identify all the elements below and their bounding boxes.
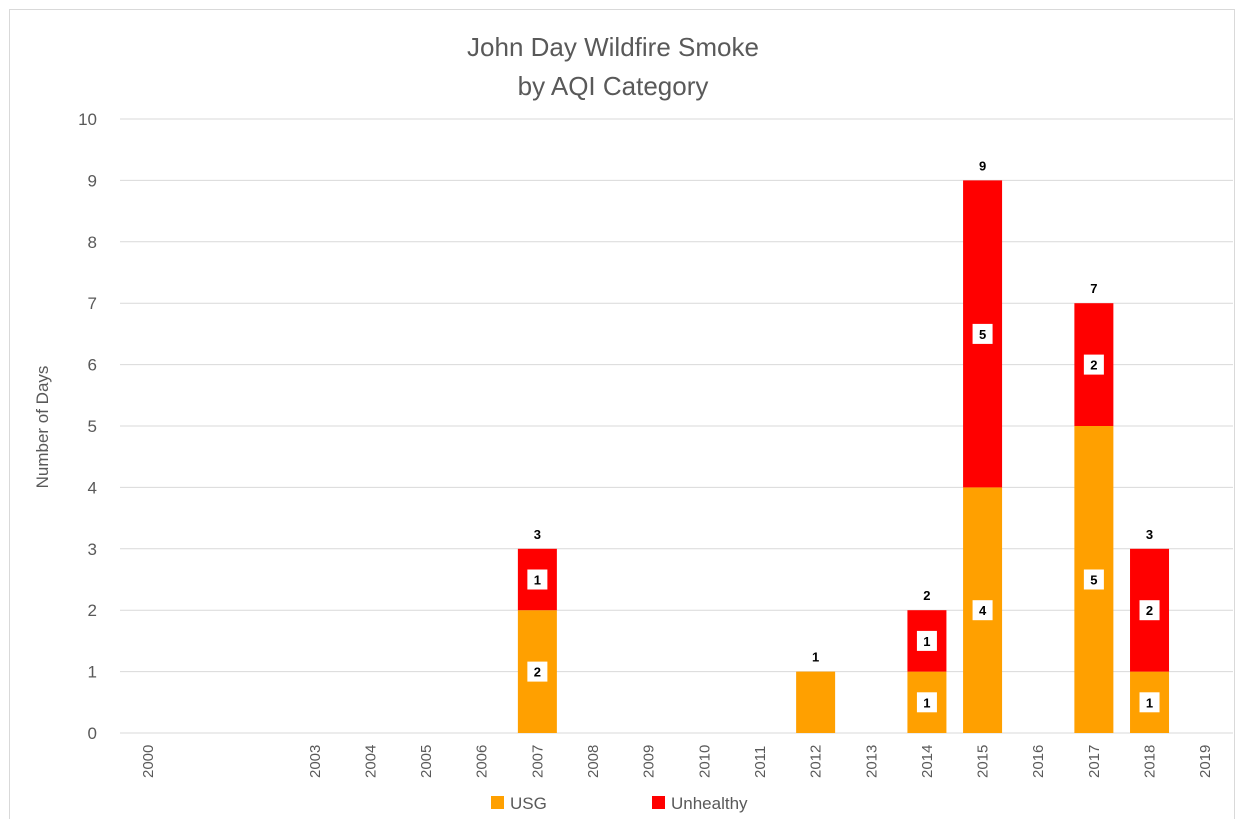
segment-label-box-unhealthy-2018 bbox=[1139, 600, 1160, 621]
y-tick-label-4: 4 bbox=[88, 478, 97, 497]
chart-svg: John Day Wildfire Smoke by AQI Category … bbox=[33, 32, 1233, 813]
y-tick-label-10: 10 bbox=[78, 110, 97, 129]
segment-label-unhealthy-2014: 1 bbox=[923, 634, 930, 649]
total-label-2017: 7 bbox=[1090, 281, 1097, 296]
segment-label-usg-2014: 1 bbox=[923, 695, 930, 710]
x-tick-label-2008: 2008 bbox=[585, 745, 602, 778]
legend-swatch-usg bbox=[491, 796, 504, 809]
chart-title: John Day Wildfire Smoke bbox=[467, 32, 759, 62]
y-tick-labels: 0 1 2 3 4 5 6 7 8 9 10 bbox=[78, 110, 97, 743]
segment-label-unhealthy-2007: 1 bbox=[534, 573, 541, 588]
total-label-2007: 3 bbox=[534, 527, 541, 542]
legend: USG Unhealthy bbox=[491, 794, 748, 813]
x-tick-label-2014: 2014 bbox=[919, 745, 936, 778]
x-tick-label-2007: 2007 bbox=[529, 745, 546, 778]
total-label-2012: 1 bbox=[812, 650, 819, 665]
y-tick-label-0: 0 bbox=[88, 724, 97, 743]
y-tick-label-9: 9 bbox=[88, 171, 97, 190]
segment-label-unhealthy-2017: 2 bbox=[1090, 358, 1097, 373]
segment-label-box-unhealthy-2014 bbox=[916, 630, 937, 651]
x-tick-label-2018: 2018 bbox=[1142, 745, 1159, 778]
segment-label-usg-2007: 2 bbox=[534, 665, 541, 680]
total-label-2015: 9 bbox=[979, 158, 986, 173]
data-labels: 2 1 1 1 4 5 5 2 1 2 3 1 2 9 7 3 bbox=[527, 158, 1160, 713]
segment-label-box-usg-2014 bbox=[916, 692, 937, 713]
x-tick-label-2012: 2012 bbox=[808, 745, 825, 778]
x-tick-label-2013: 2013 bbox=[863, 745, 880, 778]
segment-label-box-usg-2007 bbox=[527, 661, 548, 682]
x-tick-label-2015: 2015 bbox=[975, 745, 992, 778]
segment-label-unhealthy-2018: 2 bbox=[1146, 603, 1153, 618]
total-label-2014: 2 bbox=[923, 588, 930, 603]
y-tick-label-2: 2 bbox=[88, 601, 97, 620]
segment-label-box-usg-2018 bbox=[1139, 692, 1160, 713]
legend-label-usg: USG bbox=[510, 794, 547, 813]
segment-label-box-usg-2017 bbox=[1083, 569, 1104, 590]
chart-frame: John Day Wildfire Smoke by AQI Category … bbox=[9, 9, 1235, 819]
x-tick-label-2016: 2016 bbox=[1030, 745, 1047, 778]
segment-label-box-unhealthy-2015 bbox=[972, 323, 993, 344]
segment-label-unhealthy-2015: 5 bbox=[979, 327, 986, 342]
x-tick-label-2006: 2006 bbox=[474, 745, 491, 778]
x-tick-label-2011: 2011 bbox=[752, 746, 769, 778]
x-tick-label-2000: 2000 bbox=[140, 745, 157, 778]
y-axis-title: Number of Days bbox=[33, 366, 52, 489]
segment-label-box-unhealthy-2007 bbox=[527, 569, 548, 590]
bar-usg-2012 bbox=[796, 671, 836, 733]
segment-label-box-unhealthy-2017 bbox=[1083, 354, 1104, 375]
legend-swatch-unhealthy bbox=[652, 796, 665, 809]
y-tick-label-3: 3 bbox=[88, 540, 97, 559]
bars bbox=[517, 180, 1170, 733]
x-tick-labels: 2000 2003 2004 2005 2006 2007 2008 2009 2010 2011… bbox=[140, 745, 1214, 778]
x-tick-label-2003: 2003 bbox=[307, 745, 324, 778]
total-label-2018: 3 bbox=[1146, 527, 1153, 542]
grid-layer bbox=[120, 118, 1233, 734]
x-tick-label-2009: 2009 bbox=[641, 745, 658, 778]
chart-subtitle: by AQI Category bbox=[518, 71, 709, 101]
segment-label-usg-2018: 1 bbox=[1146, 695, 1153, 710]
y-tick-label-1: 1 bbox=[88, 663, 97, 682]
x-tick-label-2005: 2005 bbox=[418, 745, 435, 778]
y-tick-label-8: 8 bbox=[88, 233, 97, 252]
x-tick-label-2010: 2010 bbox=[696, 745, 713, 778]
segment-label-usg-2017: 5 bbox=[1090, 573, 1097, 588]
segment-label-box-usg-2015 bbox=[972, 600, 993, 621]
y-tick-label-7: 7 bbox=[88, 294, 97, 313]
y-tick-label-6: 6 bbox=[88, 356, 97, 375]
segment-label-usg-2015: 4 bbox=[979, 603, 987, 618]
legend-label-unhealthy: Unhealthy bbox=[671, 794, 748, 813]
x-tick-label-2019: 2019 bbox=[1197, 745, 1214, 778]
y-tick-label-5: 5 bbox=[88, 417, 97, 436]
x-tick-label-2017: 2017 bbox=[1086, 745, 1103, 778]
x-tick-label-2004: 2004 bbox=[362, 745, 379, 778]
